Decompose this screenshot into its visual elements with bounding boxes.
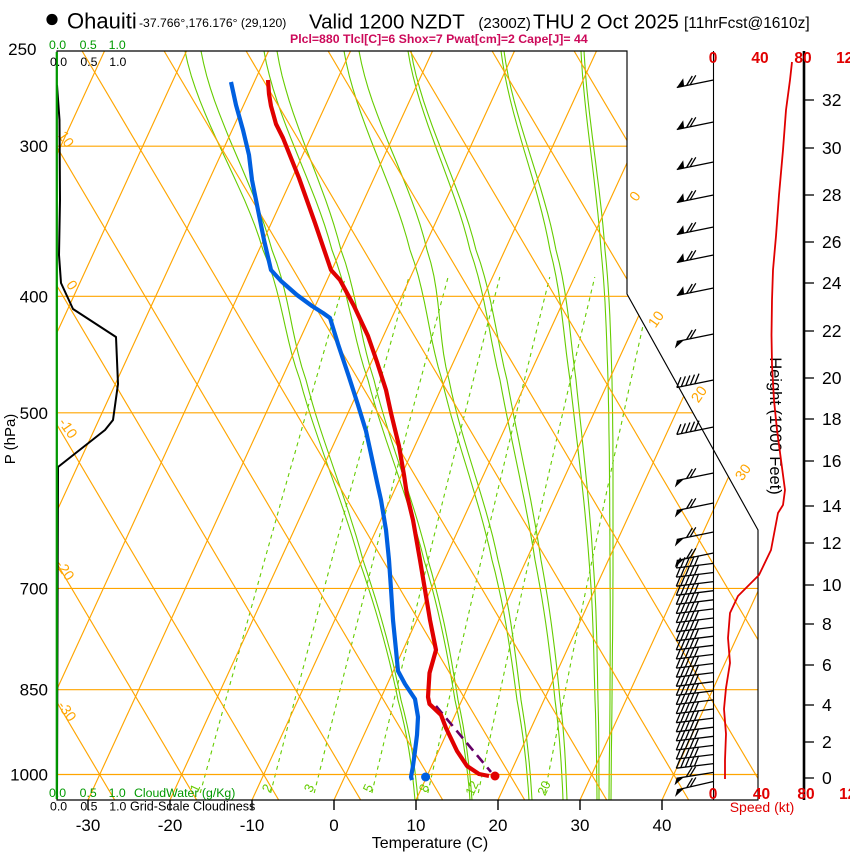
svg-text:0.5: 0.5 [80, 786, 97, 800]
svg-text:28: 28 [822, 185, 841, 205]
svg-text:-37.766°,176.176° (29,120): -37.766°,176.176° (29,120) [139, 16, 286, 30]
svg-text:CloudWater (g/Kg): CloudWater (g/Kg) [134, 786, 235, 800]
svg-text:250: 250 [8, 40, 36, 59]
svg-text:16: 16 [822, 451, 841, 471]
svg-text:Speed (kt): Speed (kt) [730, 799, 795, 815]
svg-text:2: 2 [822, 732, 832, 752]
svg-text:0.5: 0.5 [80, 55, 97, 69]
svg-text:80: 80 [797, 786, 814, 803]
svg-text:14: 14 [822, 496, 842, 516]
svg-text:0.0: 0.0 [50, 55, 67, 69]
svg-text:1.0: 1.0 [109, 55, 126, 69]
svg-text:-20: -20 [158, 816, 183, 835]
svg-text:32: 32 [822, 90, 841, 110]
svg-text:0: 0 [709, 50, 718, 67]
svg-text:Grid-Scale Cloudiness: Grid-Scale Cloudiness [130, 800, 255, 814]
svg-text:Temperature (C): Temperature (C) [372, 835, 488, 852]
svg-text:18: 18 [822, 409, 841, 429]
svg-text:0.5: 0.5 [80, 38, 97, 52]
svg-text:30: 30 [733, 462, 755, 484]
svg-text:0.5: 0.5 [80, 800, 97, 814]
svg-text:40: 40 [753, 786, 770, 803]
svg-text:30: 30 [822, 138, 842, 158]
svg-text:24: 24 [822, 273, 842, 293]
svg-text:12: 12 [462, 778, 482, 797]
svg-text:Ohauiti: Ohauiti [67, 9, 137, 34]
svg-text:1000: 1000 [10, 766, 48, 785]
svg-text:1.0: 1.0 [109, 786, 126, 800]
svg-text:300: 300 [20, 137, 48, 156]
svg-text:10: 10 [407, 816, 426, 835]
svg-text:Valid 1200 NZDT: Valid 1200 NZDT [309, 11, 465, 34]
svg-text:1.0: 1.0 [109, 800, 126, 814]
svg-text:0.0: 0.0 [50, 800, 67, 814]
svg-text:P (hPa): P (hPa) [2, 414, 19, 465]
svg-text:0: 0 [709, 786, 718, 803]
svg-text:30: 30 [571, 816, 590, 835]
svg-text:20: 20 [489, 816, 508, 835]
svg-text:8: 8 [822, 614, 832, 634]
svg-text:6: 6 [822, 655, 832, 675]
svg-text:Height (1000 Feet): Height (1000 Feet) [766, 357, 784, 495]
svg-text:THU 2 Oct 2025: THU 2 Oct 2025 [533, 12, 679, 34]
svg-text:-30: -30 [76, 816, 101, 835]
svg-text:40: 40 [653, 816, 672, 835]
svg-text:120: 120 [836, 50, 850, 67]
svg-text:4: 4 [822, 695, 832, 715]
svg-text:12: 12 [822, 533, 841, 553]
svg-text:20: 20 [534, 778, 554, 797]
svg-text:10: 10 [822, 575, 842, 595]
svg-text:120: 120 [839, 786, 850, 803]
svg-text:20: 20 [689, 384, 711, 406]
svg-text:0: 0 [822, 768, 832, 788]
svg-text:[11hrFcst@1610z]: [11hrFcst@1610z] [684, 15, 810, 32]
svg-text:Plcl=880 Tlcl[C]=6 Shox=7 Pwat: Plcl=880 Tlcl[C]=6 Shox=7 Pwat[cm]=2 Cap… [290, 32, 588, 46]
svg-text:0.0: 0.0 [49, 38, 66, 52]
svg-text:22: 22 [822, 321, 841, 341]
svg-text:40: 40 [751, 50, 768, 67]
svg-text:26: 26 [822, 232, 841, 252]
svg-text:700: 700 [20, 579, 48, 598]
svg-text:-10: -10 [240, 816, 265, 835]
svg-text:(2300Z): (2300Z) [478, 15, 531, 32]
svg-text:400: 400 [20, 287, 48, 306]
svg-text:10: 10 [646, 309, 668, 331]
svg-text:20: 20 [822, 368, 842, 388]
svg-text:1.0: 1.0 [109, 38, 126, 52]
svg-text:80: 80 [794, 50, 811, 67]
svg-text:850: 850 [20, 681, 48, 700]
svg-text:500: 500 [20, 404, 48, 423]
svg-text:0.0: 0.0 [49, 786, 66, 800]
svg-text:0: 0 [329, 816, 338, 835]
